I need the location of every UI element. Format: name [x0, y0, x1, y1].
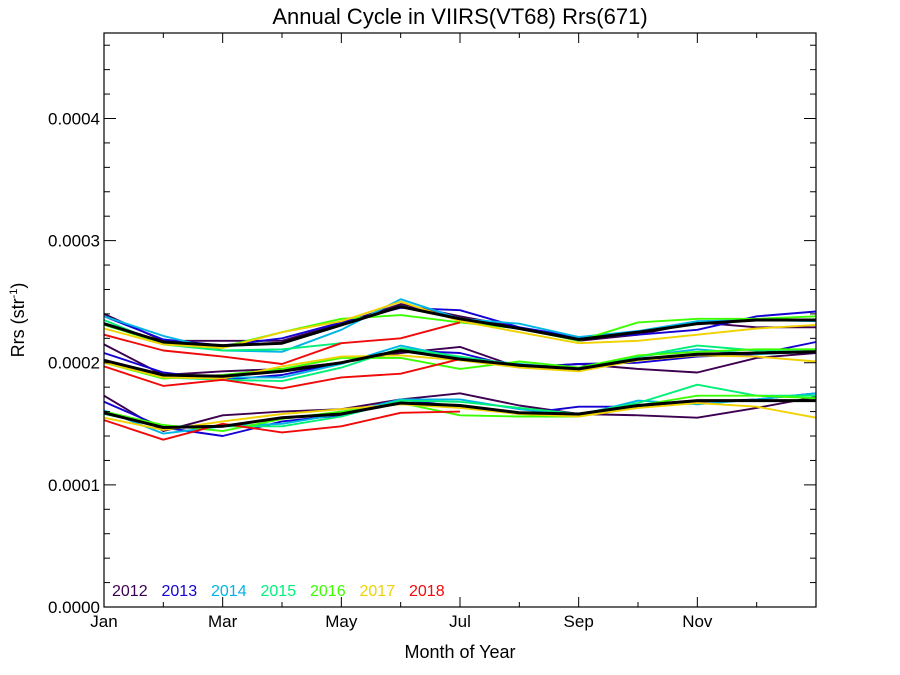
x-tick-label: Jan	[90, 612, 117, 631]
x-tick-label: Jul	[449, 612, 471, 631]
x-tick-label: Mar	[208, 612, 238, 631]
legend-entry-2016: 2016	[310, 583, 346, 600]
y-axis-ticks: 0.0000 0.0001 0.0002 0.0003 0.0004	[48, 44, 816, 617]
x-tick-label: Sep	[564, 612, 594, 631]
y-tick-label: 0.0004	[48, 109, 100, 128]
y-axis-label-exponent: -1	[8, 289, 20, 299]
legend-entry-2017: 2017	[360, 583, 396, 600]
legend-entry-2013: 2013	[162, 583, 198, 600]
series-line-2017-3	[103, 402, 817, 431]
mean-layer	[103, 305, 817, 429]
legend-entry-2018: 2018	[409, 583, 445, 600]
y-tick-label: 0.0000	[48, 598, 100, 617]
legend-entry-2012: 2012	[112, 583, 148, 600]
y-tick-label: 0.0002	[48, 354, 100, 373]
mean-line-2	[103, 349, 817, 378]
legend: 2012 2013 2014 2015 2016 2017 2018	[112, 583, 445, 600]
legend-entry-2014: 2014	[211, 583, 247, 600]
series-line-2018-3	[103, 410, 461, 441]
series-line-2017-1	[103, 300, 817, 350]
y-axis-label-close: )	[8, 283, 28, 289]
series-line-2012-2	[103, 343, 817, 376]
x-axis-ticks: Jan Mar May Jul Sep Nov	[90, 33, 817, 631]
series-line-2018-2	[103, 358, 461, 390]
y-tick-label: 0.0001	[48, 476, 100, 495]
series-line-2012-3	[103, 392, 817, 433]
mean-line-3	[103, 399, 816, 429]
y-axis-label-main: Rrs (str	[8, 298, 28, 357]
x-tick-label: May	[325, 612, 358, 631]
y-tick-label: 0.0003	[48, 232, 100, 251]
series-line-2016-3	[103, 394, 817, 433]
series-line-2018-1	[103, 321, 461, 365]
x-tick-label: Nov	[682, 612, 713, 631]
mean-line-1	[103, 305, 816, 348]
chart-title: Annual Cycle in VIIRS(VT68) Rrs(671)	[272, 4, 647, 29]
x-axis-label: Month of Year	[404, 642, 515, 662]
y-axis-label: Rrs (str-1)	[8, 283, 28, 358]
legend-entry-2015: 2015	[261, 583, 297, 600]
